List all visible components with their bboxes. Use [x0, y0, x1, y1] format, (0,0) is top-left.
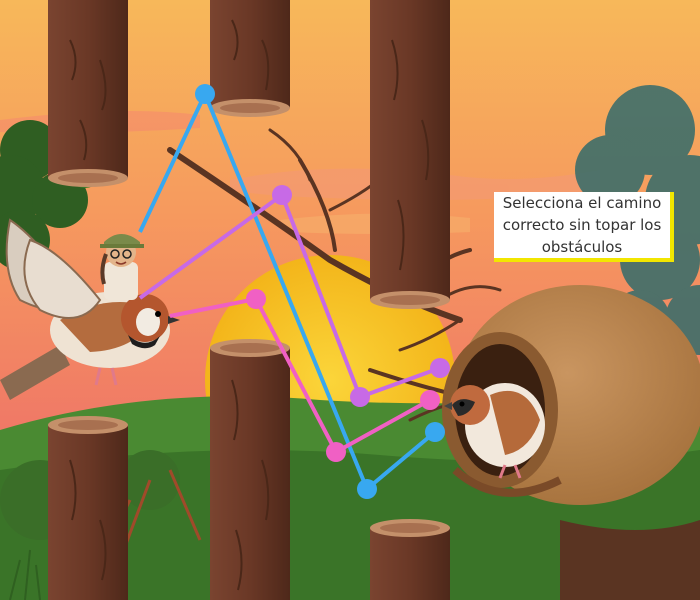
player-bird-icon — [0, 218, 180, 400]
path-blue-node-1[interactable] — [195, 84, 215, 104]
path-blue-node-3[interactable] — [425, 422, 445, 442]
path-pink[interactable] — [169, 289, 440, 462]
path-purple[interactable] — [138, 185, 450, 407]
path-pink-node-2[interactable] — [326, 442, 346, 462]
path-purple-node-3[interactable] — [430, 358, 450, 378]
path-blue[interactable] — [138, 84, 445, 499]
rider-avatar-icon — [100, 234, 144, 300]
trunk-bottom-1 — [48, 416, 128, 600]
path-purple-node-2[interactable] — [350, 387, 370, 407]
trunk-top-1 — [48, 0, 128, 187]
trunk-bottom-2 — [210, 339, 290, 600]
path-pink-node-3[interactable] — [420, 390, 440, 410]
path-pink-node-1[interactable] — [246, 289, 266, 309]
trunk-bottom-3 — [370, 519, 450, 600]
nest-sparrow-icon — [444, 383, 545, 479]
path-blue-node-2[interactable] — [357, 479, 377, 499]
path-purple-node-1[interactable] — [272, 185, 292, 205]
instruction-text: Selecciona el camino correcto sin topar … — [502, 194, 662, 256]
instruction-box: Selecciona el camino correcto sin topar … — [494, 192, 674, 262]
trunk-top-3 — [370, 0, 450, 309]
trunk-top-2 — [210, 0, 290, 117]
